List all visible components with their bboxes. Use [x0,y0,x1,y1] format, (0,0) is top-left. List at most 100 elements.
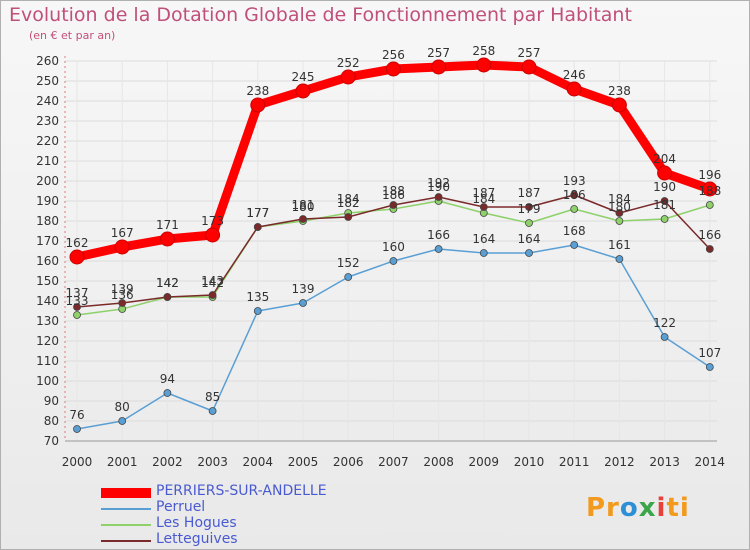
data-label-perruel-2006: 152 [337,256,360,270]
data-label-perruel-2002: 94 [160,372,175,386]
legend-swatch-perruel [101,508,151,510]
y-tick-label-130: 130 [36,314,59,328]
data-label-perruel-2008: 166 [427,228,450,242]
data-label-letteguives-2008: 192 [427,176,450,190]
y-tick-label-240: 240 [36,94,59,108]
point-perriers-2009 [476,57,492,73]
point-perriers-2006 [340,69,356,85]
logo-part-pr: Pr [586,493,620,523]
data-label-les-hogues-2007: 186 [382,188,405,202]
point-perruel-2010 [525,249,533,257]
legend-label-perruel: Perruel [156,499,206,515]
data-label-perriers-2009: 258 [472,44,495,58]
data-label-letteguives-2004: 177 [246,206,269,220]
line-chart: 7080901001101201301401501601701801902002… [36,44,726,469]
point-letteguives-2002 [163,293,172,301]
point-perruel-2000 [73,425,81,433]
logo-part-o: o [619,493,639,523]
data-label-perruel-2004: 135 [246,290,269,304]
data-label-les-hogues-2013: 181 [653,198,676,212]
data-label-perriers-2011: 246 [563,68,586,82]
y-tick-label-210: 210 [36,154,59,168]
legend-label-letteguives: Letteguives [156,531,238,547]
data-label-les-hogues-2002: 142 [156,276,179,290]
data-label-perriers-2004: 238 [246,84,269,98]
point-perruel-2004 [253,307,262,315]
logo-part-ti: ti [666,493,690,523]
x-tick-label-2000: 2000 [62,455,93,469]
point-letteguives-2013 [660,197,669,205]
y-tick-label-190: 190 [36,194,59,208]
y-tick-label-80: 80 [44,414,59,428]
y-tick-label-220: 220 [36,134,59,148]
data-label-letteguives-2011: 193 [563,174,586,188]
point-letteguives-2005 [299,215,307,223]
x-tick-label-2007: 2007 [378,455,409,469]
data-label-les-hogues-2012: 180 [608,200,631,214]
point-letteguives-2006 [344,213,353,221]
legend-label-perriers: PERRIERS-SUR-ANDELLE [156,483,327,499]
point-perriers-2002 [159,231,175,247]
point-perruel-2011 [570,241,579,249]
x-tick-label-2010: 2010 [514,455,545,469]
x-tick-label-2005: 2005 [288,455,319,469]
point-les-hogues-2014 [705,201,714,209]
data-label-les-hogues-2004: 177 [246,206,269,220]
x-tick-label-2001: 2001 [107,455,138,469]
point-perruel-2008 [434,245,443,253]
proxiti-logo: Proxiti [586,493,690,523]
data-label-letteguives-2013: 190 [653,180,676,194]
point-perruel-2013 [660,333,669,341]
point-perruel-2003 [208,407,217,415]
data-label-les-hogues-2001: 136 [111,288,134,302]
point-letteguives-2001 [118,299,127,307]
data-label-letteguives-2014: 166 [698,228,721,242]
point-letteguives-2000 [73,303,81,311]
point-letteguives-2012 [615,209,624,217]
y-tick-label-180: 180 [36,214,59,228]
data-label-perriers-2000: 162 [66,236,89,250]
point-perriers-2000 [69,249,85,265]
y-tick-label-230: 230 [36,114,59,128]
point-letteguives-2010 [525,203,533,211]
point-les-hogues-2011 [570,205,579,213]
y-tick-label-260: 260 [36,54,59,68]
data-label-letteguives-2002: 142 [156,276,179,290]
series-perriers [69,57,718,265]
point-perriers-2001 [114,239,130,255]
y-tick-label-100: 100 [36,374,59,388]
data-label-perriers-2013: 204 [653,152,676,166]
x-tick-label-2004: 2004 [243,455,274,469]
data-label-les-hogues-2014: 188 [698,184,721,198]
data-label-perriers-2005: 245 [292,70,315,84]
data-label-perruel-2014: 107 [698,346,721,360]
data-label-perruel-2003: 85 [205,390,220,404]
x-tick-label-2008: 2008 [423,455,454,469]
data-label-perruel-2010: 164 [518,232,541,246]
point-perriers-2013 [657,165,673,181]
data-label-les-hogues-2003: 142 [201,276,224,290]
point-perruel-2014 [705,363,714,371]
logo-part-x: x [638,493,657,523]
y-tick-label-70: 70 [44,434,59,448]
data-label-les-hogues-2005: 180 [292,200,315,214]
point-perruel-2012 [615,255,624,263]
point-perriers-2004 [250,97,266,113]
data-label-perriers-2002: 171 [156,218,179,232]
data-label-letteguives-2000: 137 [66,286,89,300]
data-label-les-hogues-2010: 179 [518,202,541,216]
data-label-perriers-2007: 256 [382,48,405,62]
data-label-letteguives-2003: 143 [201,274,224,288]
logo-part-i: i [656,493,667,523]
point-perriers-2011 [566,81,582,97]
data-label-les-hogues-2006: 184 [337,192,360,206]
x-tick-label-2012: 2012 [604,455,635,469]
point-perruel-2009 [479,249,488,257]
data-label-letteguives-2010: 187 [518,186,541,200]
x-axis: 2000 2001 2002 2003 2004 2005 2006 2007 2008 2009… [62,440,726,469]
x-tick-label-2014: 2014 [695,455,726,469]
data-label-letteguives-2012: 184 [608,192,631,206]
point-les-hogues-2013 [660,215,669,223]
data-label-perriers-2010: 257 [518,46,541,60]
y-axis: 70 80 90 100 110 120 130 140 150 160 170 180 190 200 2… [36,54,66,448]
